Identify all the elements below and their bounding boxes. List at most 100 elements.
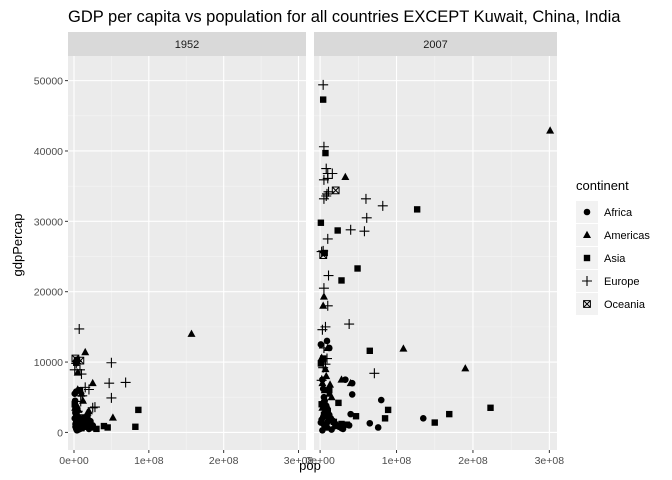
data-point	[322, 149, 329, 157]
legend-symbol-europe	[582, 276, 592, 286]
data-point	[326, 380, 335, 388]
data-point	[73, 424, 81, 432]
series-oceania	[319, 186, 340, 260]
facet-strip	[68, 32, 306, 56]
data-point	[323, 424, 331, 431]
legend-symbol-asia	[583, 254, 591, 262]
data-point	[89, 424, 96, 431]
data-point	[323, 270, 334, 281]
data-point	[71, 401, 78, 408]
data-point	[321, 353, 332, 364]
data-point	[100, 422, 108, 430]
legend-label-oceania: Oceania	[604, 299, 646, 311]
data-point	[108, 413, 117, 421]
data-point	[346, 378, 355, 387]
data-point	[104, 378, 115, 389]
data-point	[76, 369, 87, 380]
data-point	[317, 360, 325, 367]
data-point	[352, 413, 360, 420]
y-tick-label: 30000	[34, 216, 63, 228]
data-point	[74, 409, 85, 420]
data-point	[330, 418, 338, 426]
panel-background	[68, 56, 306, 450]
data-point	[81, 347, 90, 356]
data-point	[381, 415, 389, 422]
x-tick-label: 3e+08	[535, 455, 565, 467]
data-point	[338, 420, 345, 428]
data-point	[76, 386, 84, 394]
data-point	[322, 300, 333, 311]
data-point	[71, 358, 82, 369]
data-point	[487, 404, 494, 411]
data-point	[446, 410, 453, 418]
legend: continent Africa Americas Asia Europe Oceani…	[576, 178, 650, 315]
data-point	[322, 401, 331, 409]
data-point	[318, 141, 329, 152]
legend-label-europe: Europe	[604, 276, 639, 288]
data-point	[319, 292, 328, 300]
data-point	[76, 421, 83, 428]
data-point	[354, 265, 361, 272]
data-point	[319, 96, 327, 103]
legend-title: continent	[576, 178, 629, 193]
data-point	[132, 423, 139, 430]
data-point	[360, 193, 371, 204]
series-oceania	[71, 354, 85, 365]
data-point	[341, 172, 350, 181]
data-point	[104, 424, 111, 431]
data-point	[323, 343, 332, 351]
data-point	[323, 337, 331, 345]
data-point	[320, 359, 331, 370]
data-point	[361, 212, 372, 223]
data-point	[546, 126, 555, 134]
data-point	[319, 301, 328, 309]
data-point	[366, 419, 374, 427]
data-point	[106, 392, 117, 403]
data-point	[321, 191, 332, 202]
data-point	[318, 401, 325, 408]
data-point	[399, 344, 408, 352]
data-point	[318, 174, 329, 185]
data-point	[318, 378, 327, 387]
legend-label-americas: Americas	[604, 230, 650, 242]
data-point	[93, 425, 100, 433]
data-point	[327, 392, 336, 401]
data-point	[77, 390, 88, 401]
x-axis-title: pop	[299, 458, 321, 473]
data-point	[319, 251, 328, 260]
data-point	[120, 377, 131, 388]
data-point	[318, 245, 329, 256]
data-point	[69, 364, 80, 375]
data-point	[384, 406, 392, 414]
data-point	[75, 396, 86, 407]
series-europe	[316, 79, 388, 386]
data-point	[413, 206, 421, 213]
data-point	[317, 219, 325, 226]
data-point	[71, 354, 80, 363]
data-point	[326, 386, 333, 394]
data-point	[324, 408, 331, 415]
legend-symbol-americas	[583, 230, 591, 238]
legend-symbol-africa	[583, 208, 591, 216]
facet-panels: 1952 0e+00 1e+08 2e+08 3e+08 2007 0e+00 1e+08 2e…	[59, 32, 564, 467]
chart-title: GDP per capita vs population for all cou…	[68, 8, 621, 26]
panel-background	[314, 56, 557, 450]
facet-strip	[314, 32, 557, 56]
data-point	[348, 391, 356, 398]
data-point	[317, 324, 328, 335]
y-tick-label: 20000	[34, 287, 63, 299]
data-point	[338, 277, 345, 284]
data-point	[331, 186, 340, 195]
x-tick-label: 2e+08	[458, 455, 488, 467]
data-point	[106, 357, 117, 368]
data-point	[321, 163, 332, 174]
x-tick-label: 2e+08	[209, 455, 239, 467]
y-tick-label: 0	[57, 427, 63, 439]
data-point	[322, 233, 333, 244]
data-point	[318, 342, 329, 353]
data-point	[322, 371, 331, 380]
data-point	[344, 319, 355, 330]
facet-strip-label: 1952	[175, 39, 199, 51]
data-point	[79, 423, 87, 430]
